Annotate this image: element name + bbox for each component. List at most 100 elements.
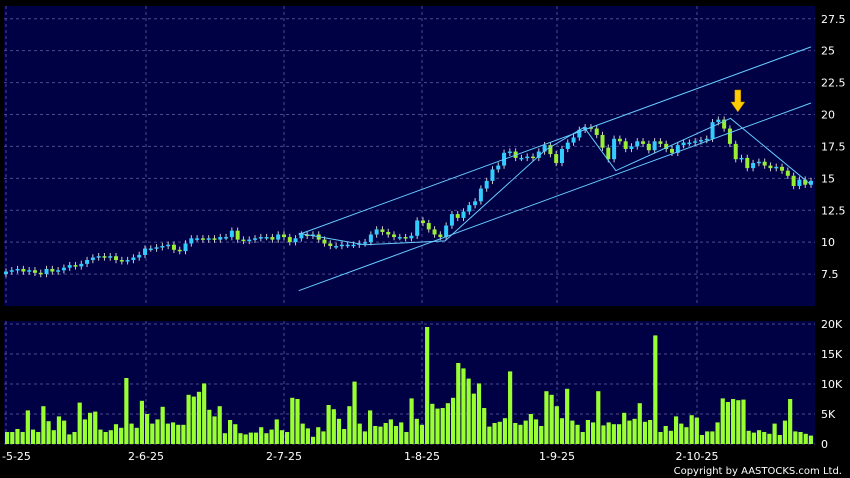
volume-bar	[751, 432, 756, 444]
candle-body	[646, 143, 651, 151]
volume-bar	[181, 424, 186, 444]
candle-body	[44, 268, 49, 275]
volume-bar	[15, 429, 20, 444]
volume-bar	[736, 400, 741, 444]
candle-body	[600, 134, 605, 148]
volume-bar	[409, 398, 414, 444]
volume-bar	[290, 397, 295, 444]
candle-body	[403, 237, 408, 239]
candle-body	[409, 235, 414, 239]
volume-bar	[482, 408, 487, 444]
volume-bar	[679, 423, 684, 444]
candle-body	[73, 265, 78, 267]
candle-body	[785, 170, 790, 176]
candle-body	[438, 234, 443, 238]
candle-body	[449, 214, 454, 226]
volume-bar	[248, 432, 253, 444]
candle-body	[762, 161, 767, 166]
volume-bar	[238, 433, 243, 444]
candle-body	[652, 141, 657, 151]
volume-bar	[767, 433, 772, 444]
candle-body	[32, 270, 37, 273]
volume-bar	[207, 409, 212, 444]
candle-body	[195, 238, 200, 240]
volume-bar	[606, 422, 611, 444]
candle-body	[496, 165, 501, 170]
volume-bar	[113, 424, 119, 444]
candle-body	[299, 234, 304, 239]
candle-body	[293, 238, 298, 243]
candle-body	[444, 225, 449, 238]
volume-bar	[591, 422, 596, 444]
volume-bar	[300, 423, 305, 444]
volume-bar	[508, 371, 513, 444]
candle-body	[612, 138, 617, 160]
volume-bar	[295, 399, 300, 444]
candle-body	[241, 239, 246, 242]
candle-body	[536, 151, 541, 158]
volume-bar	[544, 391, 549, 444]
volume-bar	[528, 414, 533, 444]
candle-body	[27, 270, 32, 272]
volume-bar	[191, 396, 196, 444]
candle-body	[455, 214, 460, 218]
volume-bar	[575, 424, 580, 444]
volume-bar	[549, 394, 554, 444]
volume-bar	[559, 418, 565, 444]
candle-body	[339, 244, 344, 247]
volume-bar	[497, 421, 502, 444]
candle-body	[542, 145, 547, 152]
candle-body	[108, 256, 113, 258]
volume-bar	[523, 420, 528, 444]
candle-body	[96, 256, 101, 258]
volume-bar	[139, 400, 145, 444]
candle-body	[629, 146, 634, 149]
candle-body	[490, 169, 495, 181]
volume-bar	[663, 426, 668, 444]
volume-bar	[46, 421, 51, 444]
volume-bar	[585, 420, 591, 444]
price-tick-label: 17.5	[821, 140, 846, 153]
volume-bar	[108, 430, 113, 444]
candle-body	[780, 166, 785, 171]
volume-bar	[450, 397, 456, 444]
volume-bar	[533, 419, 539, 444]
candle-body	[623, 141, 628, 149]
candle-body	[670, 148, 675, 153]
volume-bar	[150, 423, 155, 444]
volume-bar	[217, 406, 222, 444]
candle-body	[67, 265, 72, 268]
volume-bar	[565, 388, 570, 444]
volume-bar	[518, 424, 523, 444]
candle-body	[768, 165, 773, 169]
volume-bar	[648, 420, 653, 444]
volume-bar	[570, 420, 575, 444]
candle-body	[85, 260, 90, 264]
volume-bar	[30, 429, 36, 444]
volume-bar	[399, 422, 404, 444]
candle-body	[739, 157, 744, 160]
trend-line	[298, 102, 812, 292]
volume-bar	[414, 418, 419, 444]
candle-body	[56, 270, 61, 272]
volume-bar	[36, 432, 41, 444]
candle-body	[386, 231, 391, 235]
candle-body	[114, 256, 119, 261]
volume-bar	[56, 416, 62, 444]
volume-bar	[253, 432, 259, 444]
volume-bar	[269, 429, 274, 444]
annotations	[298, 46, 812, 292]
volume-bar	[243, 434, 248, 444]
volume-bar	[103, 432, 108, 444]
volume-bar	[461, 368, 466, 444]
volume-bar	[554, 406, 559, 444]
candle-body	[641, 141, 646, 144]
candle-body	[119, 260, 124, 262]
candle-body	[484, 180, 489, 189]
candle-body	[397, 237, 402, 239]
volume-bar	[357, 423, 362, 444]
candle-body	[322, 239, 327, 244]
candle-body	[287, 237, 292, 243]
volume-bar	[601, 425, 606, 444]
candle-body	[229, 230, 234, 238]
